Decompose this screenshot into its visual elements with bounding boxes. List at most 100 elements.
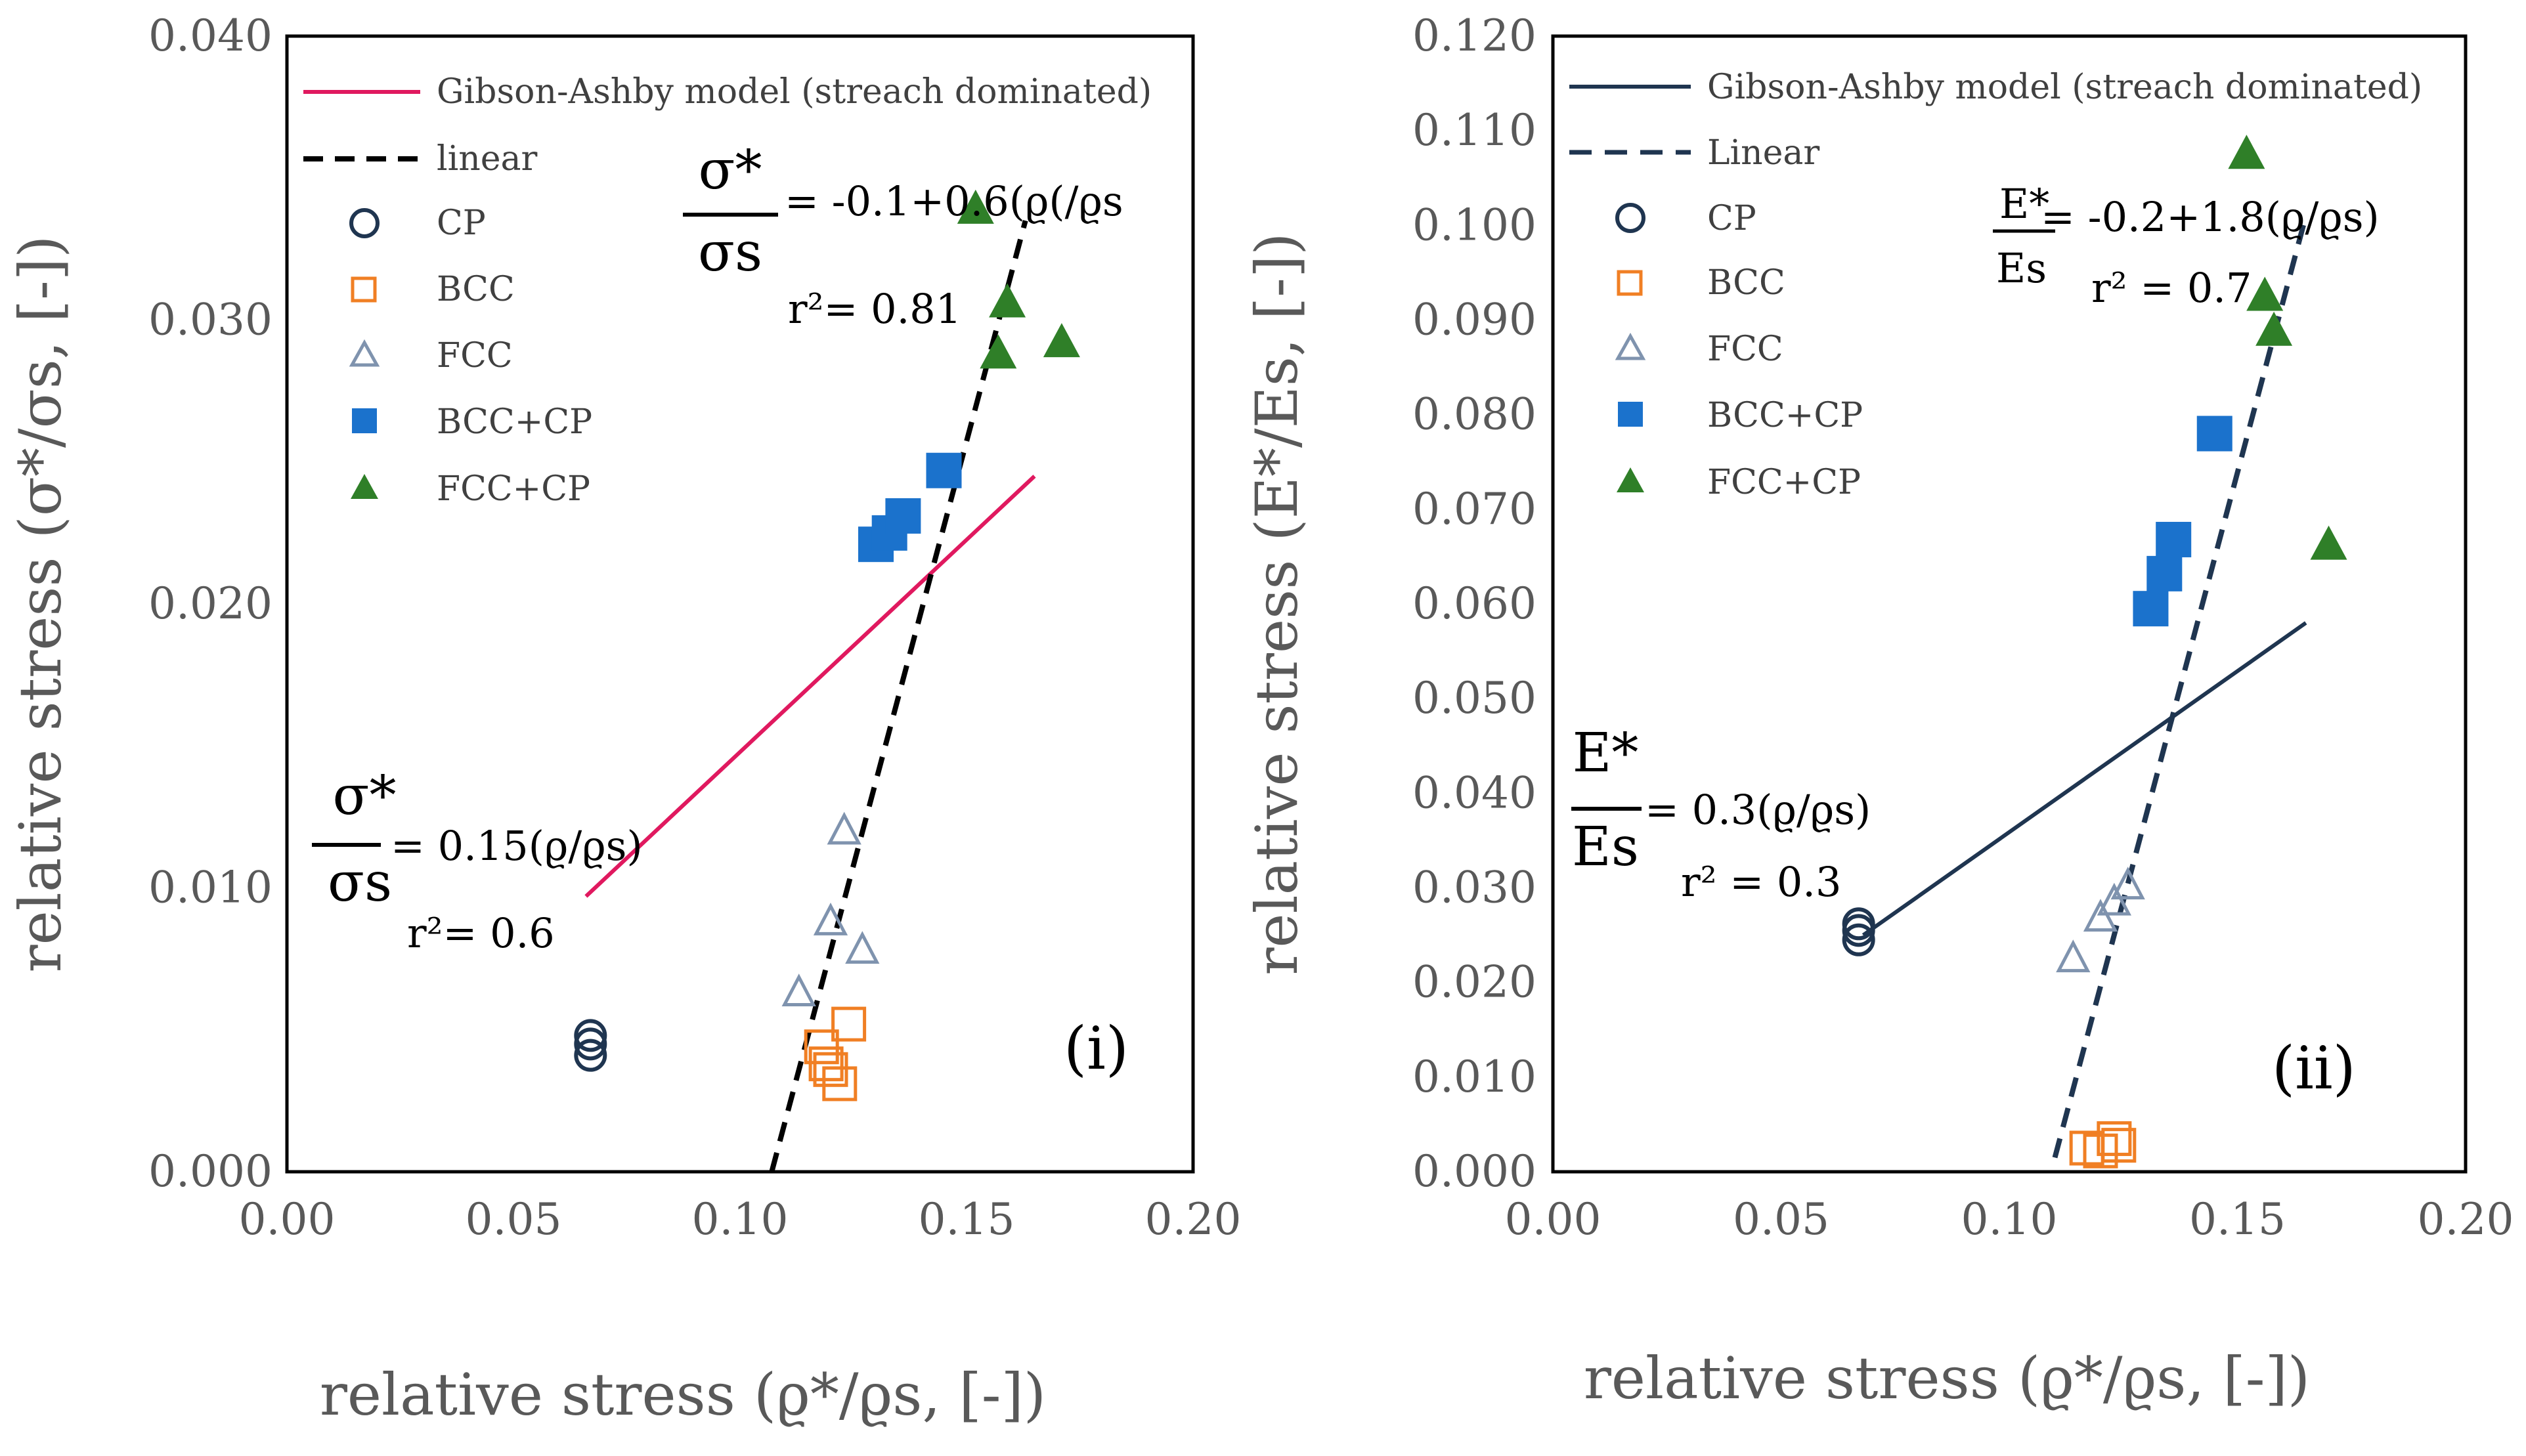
legend-ii: Gibson-Ashby model (streach dominated) L… [1569, 68, 2422, 502]
x-tick-label: 0.15 [2189, 1194, 2286, 1245]
bcc-cp-point-ii [2156, 521, 2192, 557]
linear-equation-i: σ* σs = -0.1+0.6(ϱ(/ϱs r²= 0.81 [683, 139, 1123, 333]
model-eq-denominator-i: σs [328, 851, 392, 914]
y-tick-label: 0.040 [148, 11, 272, 61]
cp-point-i [574, 1019, 607, 1052]
legend-label-cp-i: CP [437, 203, 486, 243]
linear-equation-ii: E* Es = -0.2+1.8(ϱ/ϱs) r² = 0.7 [1993, 180, 2380, 312]
model-eq-rhs-i: = 0.15(ϱ/ϱs) [391, 822, 643, 870]
bcc-point-i [813, 1052, 848, 1087]
linear-eq-rhs-ii: = -0.2+1.8(ϱ/ϱs) [2041, 193, 2380, 241]
plot-area-i [285, 34, 1195, 1174]
x-tick-label: 0.10 [1961, 1194, 2058, 1245]
fcc-point-i [781, 974, 816, 1007]
x-tick-label: 0.10 [692, 1194, 789, 1245]
x-tick-label: 0.00 [1505, 1194, 1601, 1245]
cp-point-i [574, 1038, 607, 1072]
y-tick-label: 0.110 [1412, 105, 1536, 156]
series-lines-ii [1862, 215, 2309, 1159]
fcc-cp-point-i [957, 189, 994, 224]
y-tick-label: 0.090 [1412, 295, 1536, 345]
model-eq-denominator-ii: Es [1572, 816, 1639, 878]
linear-eq-rhs-i: = -0.1+0.6(ϱ(/ϱs [785, 177, 1123, 225]
model-eq-r2-i: r²= 0.6 [407, 909, 555, 957]
x-tick-labels-ii: 0.00 0.05 0.10 0.15 0.20 [1505, 1194, 2514, 1245]
legend-label-bcc-cp-ii: BCC+CP [1707, 396, 1863, 435]
linear-eq-numerator-i: σ* [699, 139, 762, 202]
y-tick-label: 0.120 [1412, 11, 1536, 61]
legend-marker-bcc-ii [1617, 270, 1643, 296]
linear-fit-line-i [769, 220, 1028, 1172]
x-axis-label-i: relative stress (ϱ*/ϱs, [-]) [320, 1361, 1046, 1428]
x-axis-label-ii: relative stress (ϱ*/ϱs, [-]) [1584, 1344, 2310, 1412]
fcc-point-i [813, 903, 848, 935]
gibson-ashby-model-line-ii [1862, 621, 2307, 937]
y-tick-label: 0.030 [1412, 863, 1536, 913]
fcc-cp-point-i [1043, 323, 1080, 358]
series-points-ii [1842, 135, 2347, 1168]
legend-label-bcc-cp-i: BCC+CP [437, 402, 592, 442]
y-tick-label: 0.020 [148, 578, 272, 629]
model-equation-i: σ* σs = 0.15(ϱ/ϱs) r²= 0.6 [312, 765, 643, 957]
y-tick-label: 0.040 [1412, 767, 1536, 818]
fcc-cp-point-ii [2255, 311, 2293, 346]
x-tick-label: 0.15 [919, 1194, 1015, 1245]
linear-eq-r2-i: r²= 0.81 [788, 285, 961, 333]
y-axis-label-i: relative stress (σ*/σs, [-]) [7, 236, 74, 973]
fcc-cp-point-ii [2310, 525, 2347, 560]
y-tick-labels-ii: 0.000 0.010 0.020 0.030 0.040 0.050 0.060 0.070… [1412, 11, 1536, 1197]
panel-label-ii: (ii) [2272, 1034, 2356, 1103]
legend-label-linear-i: linear [437, 139, 538, 179]
y-tick-label: 0.000 [148, 1146, 272, 1197]
fcc-point-i [845, 931, 880, 964]
y-tick-label: 0.100 [1412, 200, 1536, 250]
x-tick-label: 0.20 [2418, 1194, 2514, 1245]
legend-label-fcc-cp-i: FCC+CP [437, 469, 590, 509]
x-tick-label: 0.05 [466, 1194, 562, 1245]
bcc-cp-point-ii [2133, 591, 2169, 627]
legend-marker-cp-i [349, 208, 380, 238]
fcc-cp-point-ii [2246, 276, 2284, 311]
model-equation-ii: E* Es = 0.3(ϱ/ϱs) r² = 0.3 [1571, 722, 1871, 906]
y-tick-label: 0.030 [148, 295, 272, 345]
legend-marker-fcc-i [349, 339, 380, 367]
y-tick-label: 0.010 [1412, 1052, 1536, 1102]
fcc-point-ii [2097, 882, 2131, 916]
cp-point-i [574, 1027, 607, 1061]
series-points-i [574, 189, 1080, 1102]
legend-marker-cp-ii [1615, 203, 1645, 233]
x-tick-label: 0.20 [1145, 1194, 1242, 1245]
legend-label-bcc-i: BCC [437, 270, 515, 309]
legend-label-fcc-ii: FCC [1707, 330, 1783, 369]
bcc-point-i [831, 1006, 867, 1042]
bcc-point-i [808, 1046, 844, 1082]
legend-marker-bcc-cp-ii [1618, 402, 1643, 427]
x-tick-labels-i: 0.00 0.05 0.10 0.15 0.20 [239, 1194, 1242, 1245]
y-tick-labels-i: 0.000 0.010 0.020 0.030 0.040 [148, 11, 272, 1197]
linear-eq-r2-ii: r² = 0.7 [2091, 264, 2252, 312]
fcc-cp-point-i [989, 283, 1026, 318]
linear-fit-line-ii [2052, 215, 2309, 1159]
fcc-point-i [827, 811, 861, 845]
plot-area-ii [1551, 34, 2468, 1174]
bcc-cp-point-i [885, 498, 921, 534]
fcc-point-ii [2056, 939, 2091, 973]
model-eq-r2-ii: r² = 0.3 [1681, 858, 1841, 906]
series-lines-i [584, 220, 1036, 1172]
legend-label-cp-ii: CP [1707, 199, 1756, 238]
fcc-point-ii [2110, 867, 2145, 900]
bcc-point-ii [2097, 1121, 2132, 1157]
linear-eq-numerator-ii: E* [1999, 180, 2049, 228]
legend-label-model-ii: Gibson-Ashby model (streach dominated) [1707, 68, 2422, 107]
legend-marker-fcc-ii [1615, 332, 1646, 360]
y-tick-label: 0.060 [1412, 578, 1536, 629]
model-eq-numerator-ii: E* [1573, 722, 1639, 784]
cp-point-ii [1842, 907, 1875, 941]
bcc-cp-point-ii [2196, 416, 2232, 452]
panel-ii: 0.00 0.05 0.10 0.15 0.20 0.000 0.010 0.020 0.03… [1243, 11, 2514, 1412]
panel-label-i: (i) [1064, 1014, 1129, 1083]
legend-i: Gibson-Ashby model (streach dominated) l… [303, 72, 1152, 509]
y-tick-label: 0.050 [1412, 673, 1536, 723]
model-eq-rhs-ii: = 0.3(ϱ/ϱs) [1645, 786, 1871, 834]
